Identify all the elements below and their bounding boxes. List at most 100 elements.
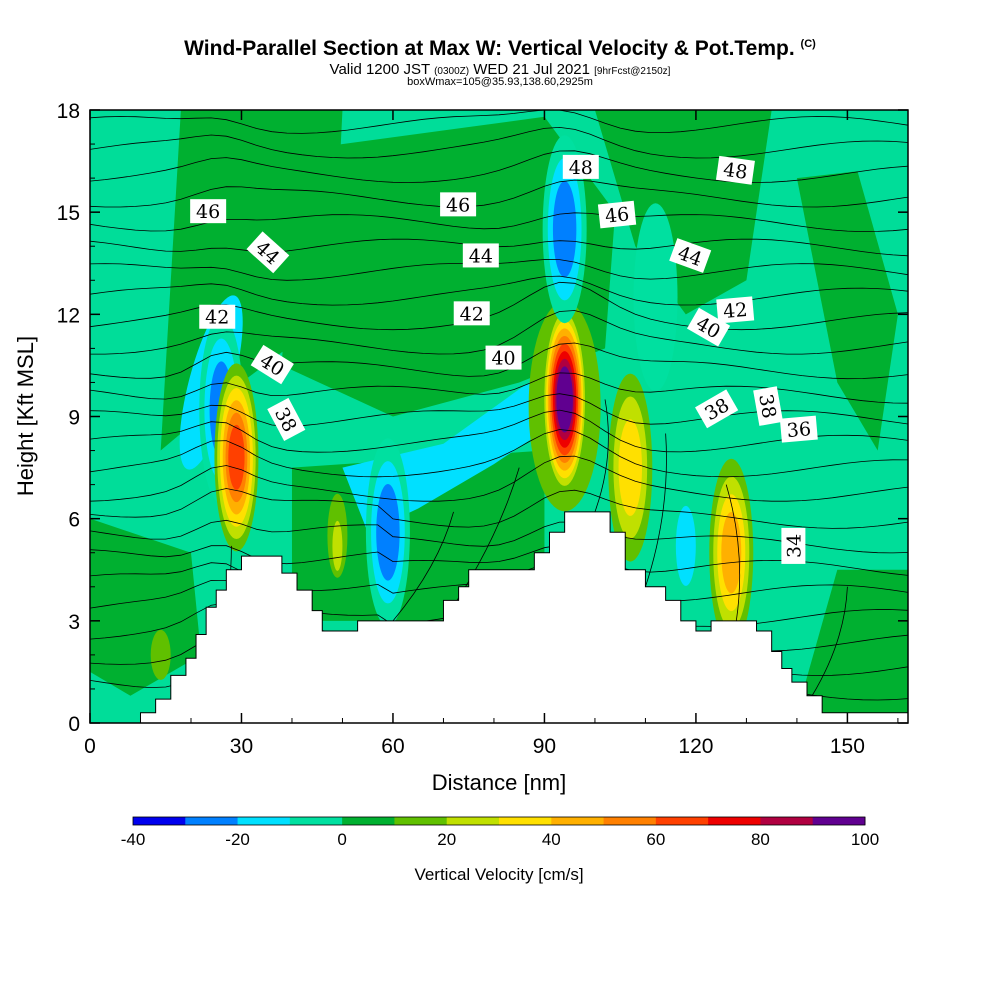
y-tick-label: 6	[68, 509, 80, 532]
contour-label: 46	[190, 199, 227, 224]
contour-label: 38	[695, 389, 739, 429]
x-axis-label: Distance [nm]	[432, 770, 567, 795]
colorbar-swatch	[133, 817, 186, 825]
contour-label-box	[669, 238, 712, 273]
contour-label-text: 36	[786, 418, 812, 442]
theta-contour	[90, 179, 908, 208]
y-tick-label: 0	[68, 713, 80, 736]
contour-label-box	[716, 296, 755, 324]
theta-contour	[725, 484, 741, 621]
x-tick-label: 60	[381, 735, 404, 758]
theta-contour	[645, 433, 667, 587]
contour-label: 42	[453, 301, 490, 326]
velocity-blob	[552, 180, 577, 278]
contour-label-box	[267, 397, 306, 441]
colorbar-tick-label: 40	[542, 830, 561, 849]
x-tick-label: 30	[230, 735, 253, 758]
contour-label-box	[190, 199, 227, 224]
contour-label-box	[715, 155, 755, 185]
contour-label-box	[485, 345, 522, 370]
colorbar-swatch	[394, 817, 448, 825]
colorbar-tick-label: 0	[337, 830, 346, 849]
contour-label-box	[781, 527, 806, 564]
theta-contour	[90, 126, 908, 159]
velocity-blob	[332, 520, 343, 571]
colorbar-swatch	[708, 817, 761, 825]
colorbar-swatch	[289, 817, 343, 825]
theta-contour	[90, 342, 908, 380]
contour-label: 44	[669, 238, 712, 273]
max-w-box-line: boxWmax=105@35.93,138.60,2925m	[407, 76, 593, 88]
velocity-blob	[558, 374, 572, 425]
colorbar-tick-label: 60	[646, 830, 665, 849]
colorbar-frame	[132, 816, 866, 826]
contour-label: 42	[199, 304, 236, 329]
theta-contour	[90, 409, 908, 453]
contour-label-box	[199, 304, 236, 329]
y-tick-label: 18	[57, 100, 80, 123]
contour-label-box	[462, 243, 499, 268]
x-tick-label: 0	[84, 735, 96, 758]
contour-label-text: 48	[722, 159, 749, 184]
contour-label: 46	[597, 200, 637, 229]
velocity-blob	[675, 505, 696, 586]
colorbar-tick-label: 20	[437, 830, 456, 849]
theta-contour	[90, 275, 908, 306]
colorbar-swatch	[655, 817, 709, 825]
velocity-blob	[228, 424, 245, 490]
contour-label: 44	[462, 243, 499, 268]
contour-label: 48	[715, 155, 755, 185]
y-tick-label: 9	[68, 407, 80, 430]
contour-label: 36	[779, 415, 818, 443]
y-tick-label: 12	[57, 304, 80, 327]
contour-label: 40	[485, 345, 522, 370]
contour-label-box	[246, 231, 290, 274]
contour-label-text: 34	[783, 534, 805, 558]
colorbar-tick-label: 80	[751, 830, 770, 849]
colorbar-swatch	[603, 817, 657, 825]
theta-contour	[90, 110, 908, 134]
colorbar-swatch	[446, 817, 500, 825]
x-tick-label: 150	[830, 735, 865, 758]
colorbar-swatch	[185, 817, 239, 825]
colorbar-swatch	[342, 817, 395, 825]
contour-label-box	[440, 192, 477, 217]
x-tick-label: 120	[678, 735, 713, 758]
contour-label-box	[453, 301, 490, 326]
theta-contour	[90, 519, 908, 554]
colorbar-swatch	[812, 817, 866, 825]
terrain	[90, 511, 908, 723]
colorbar-tick-label: 100	[851, 830, 879, 849]
colorbar-tick-label: -40	[121, 830, 146, 849]
contour-label-box	[779, 415, 818, 443]
theta-contour	[90, 212, 908, 233]
theta-contour	[90, 238, 908, 257]
velocity-field	[90, 110, 908, 713]
theta-contour	[90, 150, 908, 183]
contour-label-text: 42	[722, 299, 748, 323]
velocity-blob	[633, 203, 678, 392]
colorbar-swatch	[237, 817, 291, 825]
velocity-blob	[796, 569, 908, 713]
contour-label-box	[695, 389, 739, 429]
contour-label-box	[562, 154, 599, 179]
valid-time-line: Valid 1200 JST (0300Z) WED 21 Jul 2021 […	[329, 61, 671, 78]
colorbar-tick-label: -20	[225, 830, 250, 849]
y-tick-label: 3	[68, 611, 80, 634]
theta-contour	[90, 429, 908, 478]
contour-label-text: 40	[491, 348, 515, 370]
theta-contour	[811, 586, 848, 696]
colorbar-label: Vertical Velocity [cm/s]	[414, 865, 583, 884]
contour-label-box	[686, 307, 731, 347]
y-tick-label: 15	[57, 202, 80, 225]
velocity-blob	[281, 116, 616, 417]
contour-label-text: 48	[569, 157, 593, 179]
velocity-blob	[721, 512, 742, 594]
contour-label: 42	[716, 296, 755, 324]
contour-label-box	[753, 386, 784, 426]
theta-contour	[90, 544, 908, 576]
contour-label-text: 38	[754, 392, 780, 420]
contour-label-text: 42	[460, 303, 484, 325]
